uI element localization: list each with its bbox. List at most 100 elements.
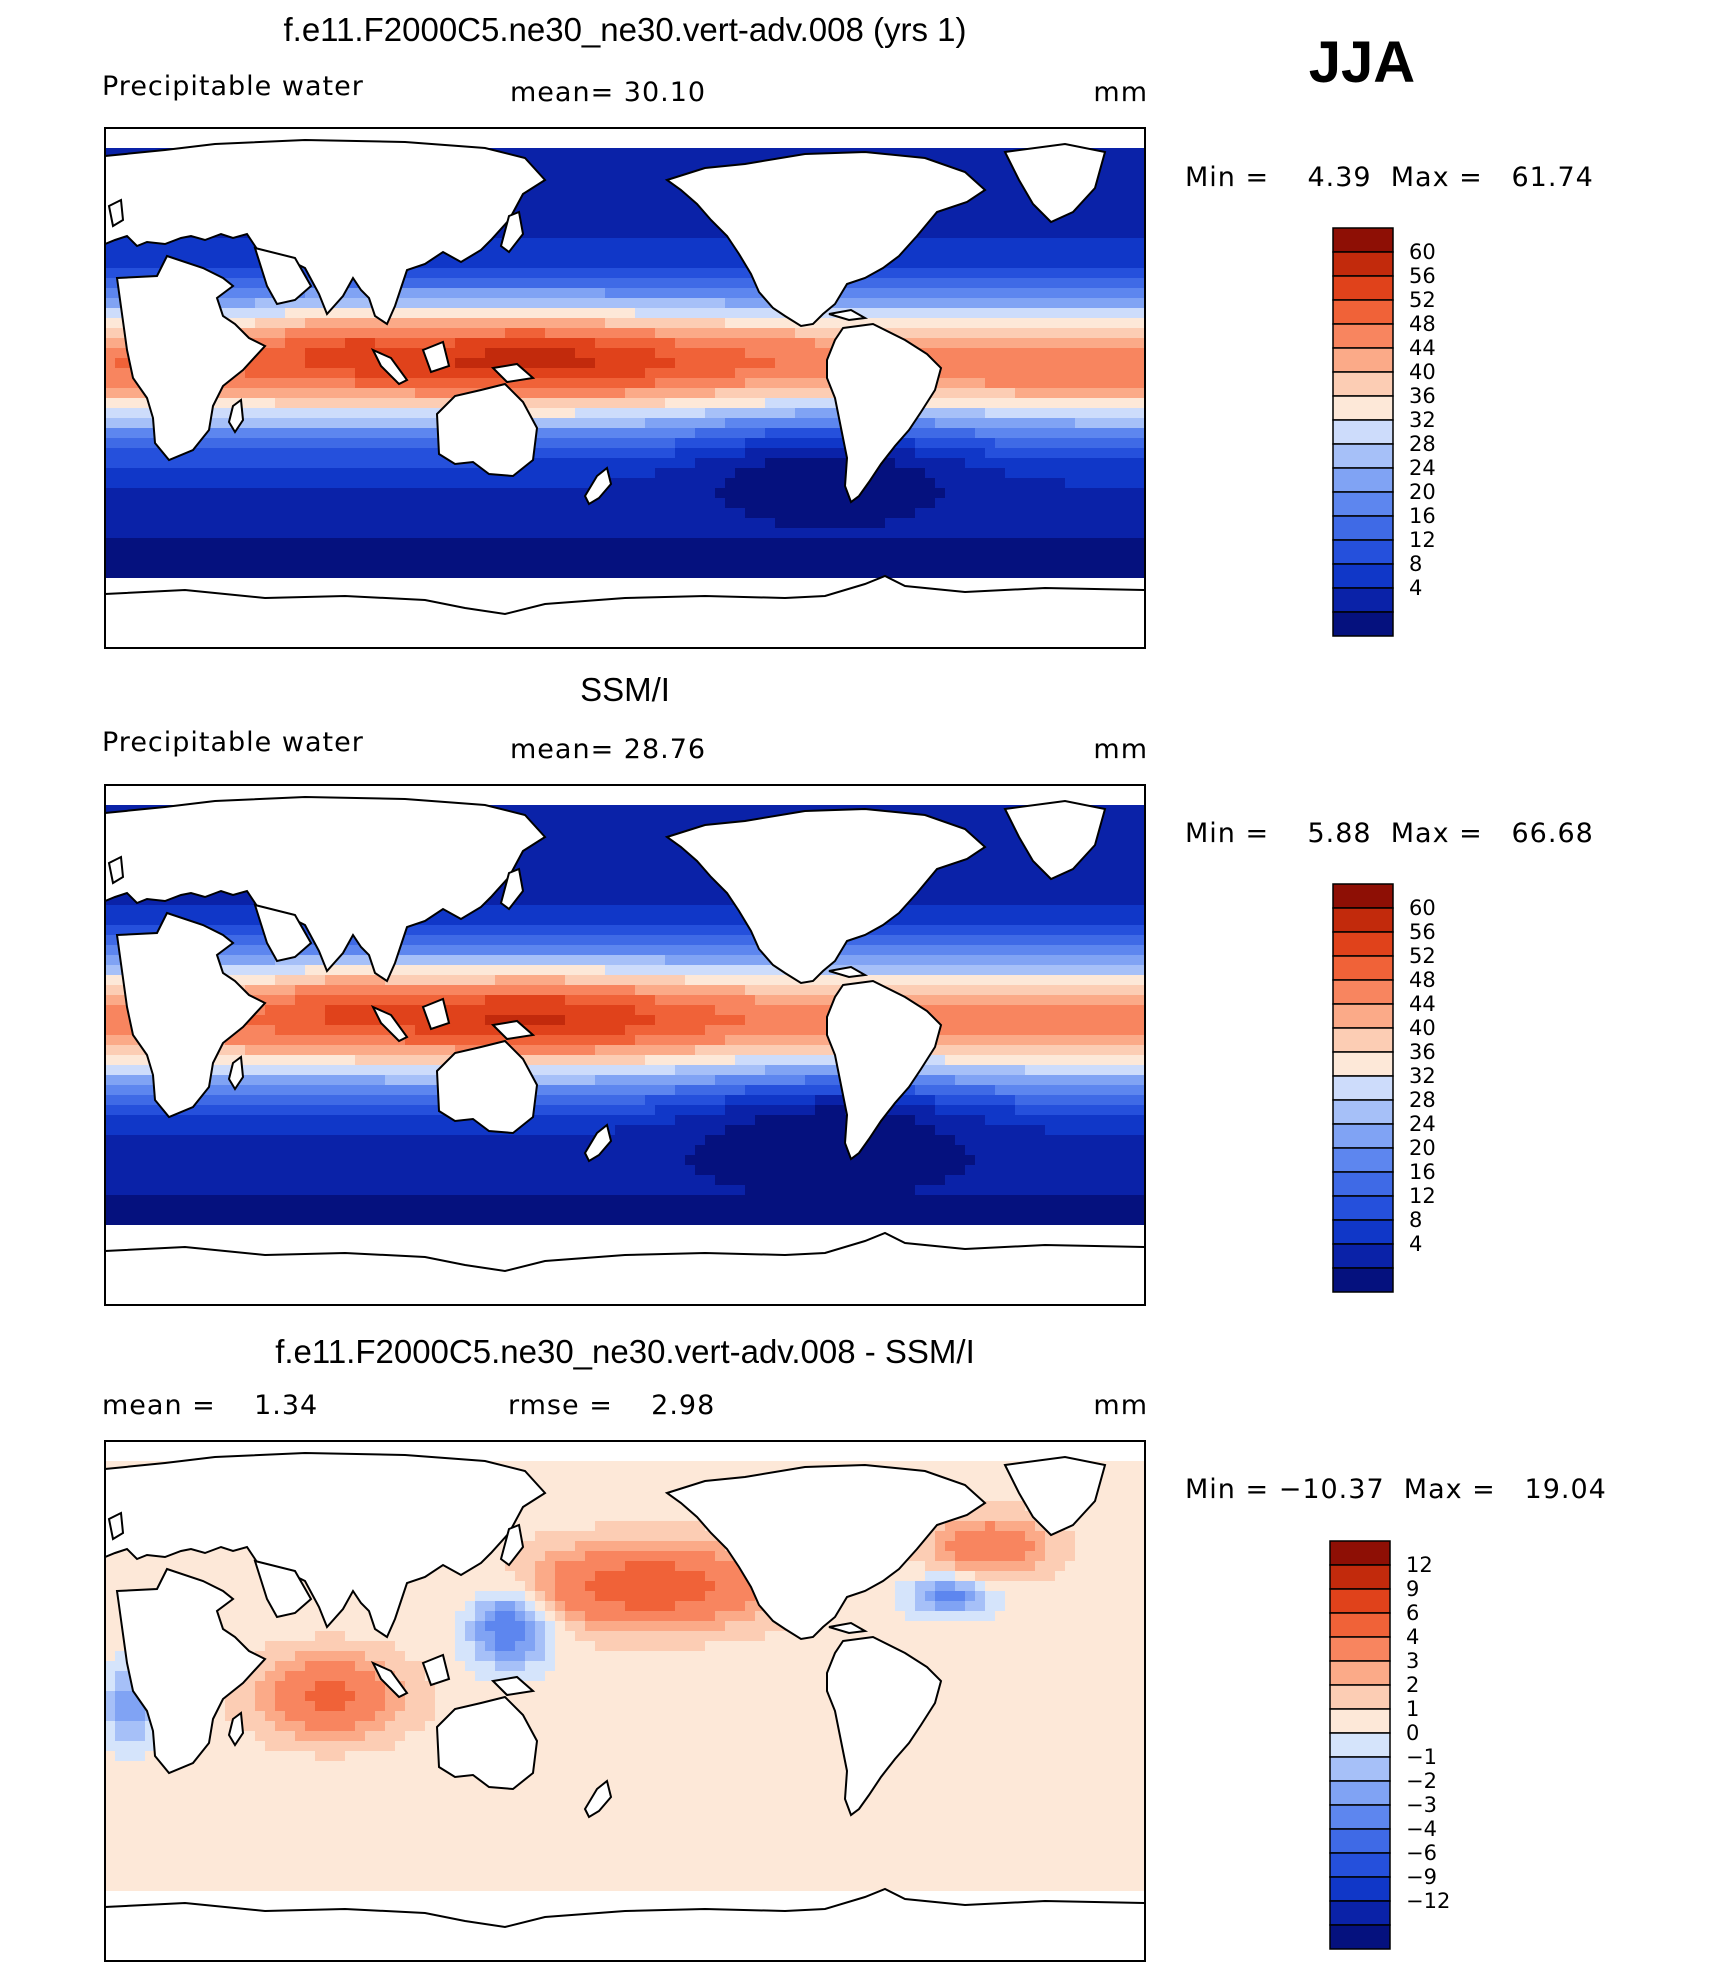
field-cell — [745, 428, 755, 438]
field-cell — [615, 238, 625, 248]
field-cell — [675, 438, 685, 448]
field-cell — [655, 418, 665, 428]
field-cell — [825, 338, 835, 348]
field-cell — [815, 448, 825, 458]
field-cell — [485, 278, 495, 288]
field-cell — [405, 428, 415, 438]
field-cell — [635, 548, 645, 558]
field-cell — [445, 348, 455, 358]
field-cell — [575, 518, 585, 528]
field-cell — [1065, 228, 1075, 238]
field-cell — [755, 805, 765, 815]
field-cell — [105, 248, 115, 258]
field-cell — [975, 568, 985, 578]
field-cell — [355, 428, 365, 438]
field-cell — [985, 368, 995, 378]
field-cell — [315, 528, 325, 538]
field-cell — [865, 508, 875, 518]
field-cell — [705, 548, 715, 558]
field-cell — [325, 398, 335, 408]
field-cell — [505, 338, 515, 348]
field-cell — [625, 458, 635, 468]
field-cell — [315, 478, 325, 488]
field-cell — [365, 468, 375, 478]
field-cell — [615, 418, 625, 428]
field-cell — [1045, 218, 1055, 228]
field-cell — [115, 508, 125, 518]
field-cell — [985, 825, 995, 835]
field-cell — [745, 448, 755, 458]
field-cell — [685, 558, 695, 568]
field-cell — [665, 328, 675, 338]
field-cell — [235, 468, 245, 478]
field-cell — [305, 488, 315, 498]
field-cell — [305, 348, 315, 358]
field-cell — [635, 508, 645, 518]
field-cell — [595, 508, 605, 518]
field-cell — [535, 378, 545, 388]
field-cell — [735, 418, 745, 428]
field-cell — [715, 268, 725, 278]
field-cell — [265, 338, 275, 348]
field-cell — [565, 348, 575, 358]
field-cell — [1135, 158, 1145, 168]
field-cell — [205, 258, 215, 268]
field-cell — [625, 428, 635, 438]
field-cell — [295, 548, 305, 558]
field-cell — [625, 288, 635, 298]
field-cell — [785, 498, 795, 508]
field-cell — [355, 478, 365, 488]
field-cell — [625, 248, 635, 258]
field-cell — [1075, 408, 1085, 418]
field-cell — [965, 458, 975, 468]
field-cell — [905, 268, 915, 278]
field-cell — [295, 428, 305, 438]
field-cell — [565, 298, 575, 308]
field-cell — [155, 508, 165, 518]
field-cell — [405, 568, 415, 578]
field-cell — [805, 568, 815, 578]
field-cell — [325, 388, 335, 398]
field-cell — [275, 328, 285, 338]
field-cell — [945, 378, 955, 388]
field-cell — [635, 338, 645, 348]
field-cell — [565, 518, 575, 528]
field-cell — [1135, 278, 1145, 288]
field-cell — [625, 488, 635, 498]
field-cell — [985, 815, 995, 825]
field-cell — [755, 408, 765, 418]
field-cell — [945, 478, 955, 488]
field-cell — [945, 318, 955, 328]
field-cell — [925, 328, 935, 338]
field-cell — [765, 488, 775, 498]
field-cell — [1075, 228, 1085, 238]
field-cell — [575, 168, 585, 178]
field-cell — [615, 318, 625, 328]
field-cell — [285, 348, 295, 358]
field-cell — [685, 268, 695, 278]
field-cell — [1025, 488, 1035, 498]
field-cell — [705, 498, 715, 508]
field-cell — [185, 568, 195, 578]
field-cell — [515, 508, 525, 518]
field-cell — [765, 438, 775, 448]
field-cell — [755, 308, 765, 318]
field-cell — [755, 298, 765, 308]
field-cell — [1135, 418, 1145, 428]
field-cell — [395, 428, 405, 438]
field-cell — [965, 278, 975, 288]
field-cell — [425, 468, 435, 478]
field-cell — [1045, 548, 1055, 558]
field-cell — [665, 308, 675, 318]
field-cell — [455, 328, 465, 338]
field-cell — [1105, 448, 1115, 458]
field-cell — [1135, 448, 1145, 458]
field-cell — [1135, 558, 1145, 568]
field-cell — [185, 558, 195, 568]
field-cell — [945, 258, 955, 268]
field-cell — [915, 548, 925, 558]
field-cell — [1025, 218, 1035, 228]
field-cell — [785, 458, 795, 468]
field-cell — [805, 538, 815, 548]
field-cell — [955, 238, 965, 248]
